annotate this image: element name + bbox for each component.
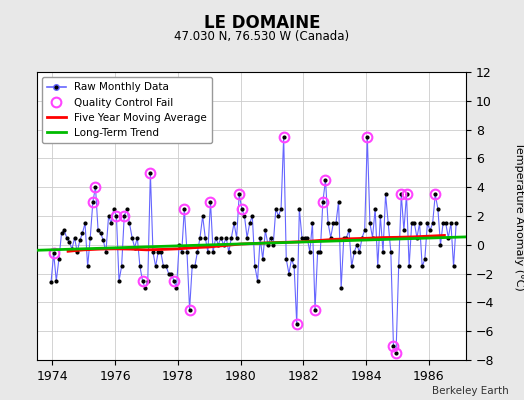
Text: Berkeley Earth: Berkeley Earth (432, 386, 508, 396)
Legend: Raw Monthly Data, Quality Control Fail, Five Year Moving Average, Long-Term Tren: Raw Monthly Data, Quality Control Fail, … (42, 77, 212, 143)
Text: LE DOMAINE: LE DOMAINE (204, 14, 320, 32)
Y-axis label: Temperature Anomaly (°C): Temperature Anomaly (°C) (514, 142, 524, 290)
Text: 47.030 N, 76.530 W (Canada): 47.030 N, 76.530 W (Canada) (174, 30, 350, 43)
